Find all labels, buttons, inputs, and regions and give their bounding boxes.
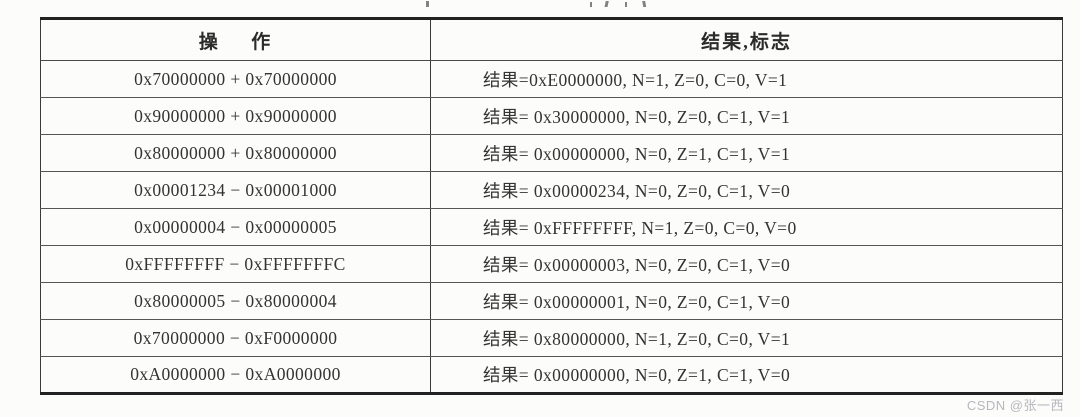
cropped-caption-fragment: [426, 1, 647, 7]
result-cell: 结果= 0x00000003, N=0, Z=0, C=1, V=0: [430, 245, 1063, 283]
csdn-watermark: CSDN @张一西: [966, 398, 1064, 413]
table-row: 0x70000000 + 0x70000000 结果=0xE0000000, N…: [40, 60, 1063, 98]
table-row: 0x80000005 − 0x80000004 结果= 0x00000001, …: [40, 282, 1063, 320]
table-row: 0xFFFFFFFF − 0xFFFFFFFC 结果= 0x00000003, …: [40, 245, 1063, 283]
result-cell: 结果= 0x80000000, N=1, Z=0, C=0, V=1: [430, 319, 1063, 357]
operation-cell: 0x80000000 + 0x80000000: [40, 134, 431, 172]
operation-cell: 0x00001234 − 0x00001000: [40, 171, 431, 209]
flags-table: 操 作 结果,标志 0x70000000 + 0x70000000 结果=0xE…: [40, 17, 1063, 395]
result-cell: 结果= 0x00000234, N=0, Z=0, C=1, V=0: [430, 171, 1063, 209]
header-row: 操 作 结果,标志: [40, 18, 1063, 61]
table-row: 0xA0000000 − 0xA0000000 结果= 0x00000000, …: [40, 356, 1063, 394]
operation-cell: 0x80000005 − 0x80000004: [40, 282, 431, 320]
table-row: 0x90000000 + 0x90000000 结果= 0x30000000, …: [40, 97, 1063, 135]
result-cell: 结果= 0x30000000, N=0, Z=0, C=1, V=1: [430, 97, 1063, 135]
operation-cell: 0xFFFFFFFF − 0xFFFFFFFC: [40, 245, 431, 283]
result-cell: 结果=0xE0000000, N=1, Z=0, C=0, V=1: [430, 60, 1063, 98]
table-row: 0x80000000 + 0x80000000 结果= 0x00000000, …: [40, 134, 1063, 172]
result-cell: 结果= 0x00000001, N=0, Z=0, C=1, V=0: [430, 282, 1063, 320]
operation-cell: 0x90000000 + 0x90000000: [40, 97, 431, 135]
table-row: 0x70000000 − 0xF0000000 结果= 0x80000000, …: [40, 319, 1063, 357]
operation-cell: 0x70000000 − 0xF0000000: [40, 319, 431, 357]
operation-cell: 0x70000000 + 0x70000000: [40, 60, 431, 98]
result-cell: 结果= 0x00000000, N=0, Z=1, C=1, V=0: [483, 365, 791, 385]
table-row: 0x00000004 − 0x00000005 结果= 0xFFFFFFFF, …: [40, 208, 1063, 246]
result-cell: 结果= 0xFFFFFFFF, N=1, Z=0, C=0, V=0: [430, 208, 1063, 246]
result-flags-column-header: 结果,标志: [430, 18, 1063, 61]
result-cell: 结果= 0x00000000, N=0, Z=1, C=1, V=1: [430, 134, 1063, 172]
operation-column-header: 操 作: [40, 18, 431, 61]
operation-cell: 0x00000004 − 0x00000005: [40, 208, 431, 246]
table-row: 0x00001234 − 0x00001000 结果= 0x00000234, …: [40, 171, 1063, 209]
operation-cell: 0xA0000000 − 0xA0000000: [40, 356, 431, 394]
